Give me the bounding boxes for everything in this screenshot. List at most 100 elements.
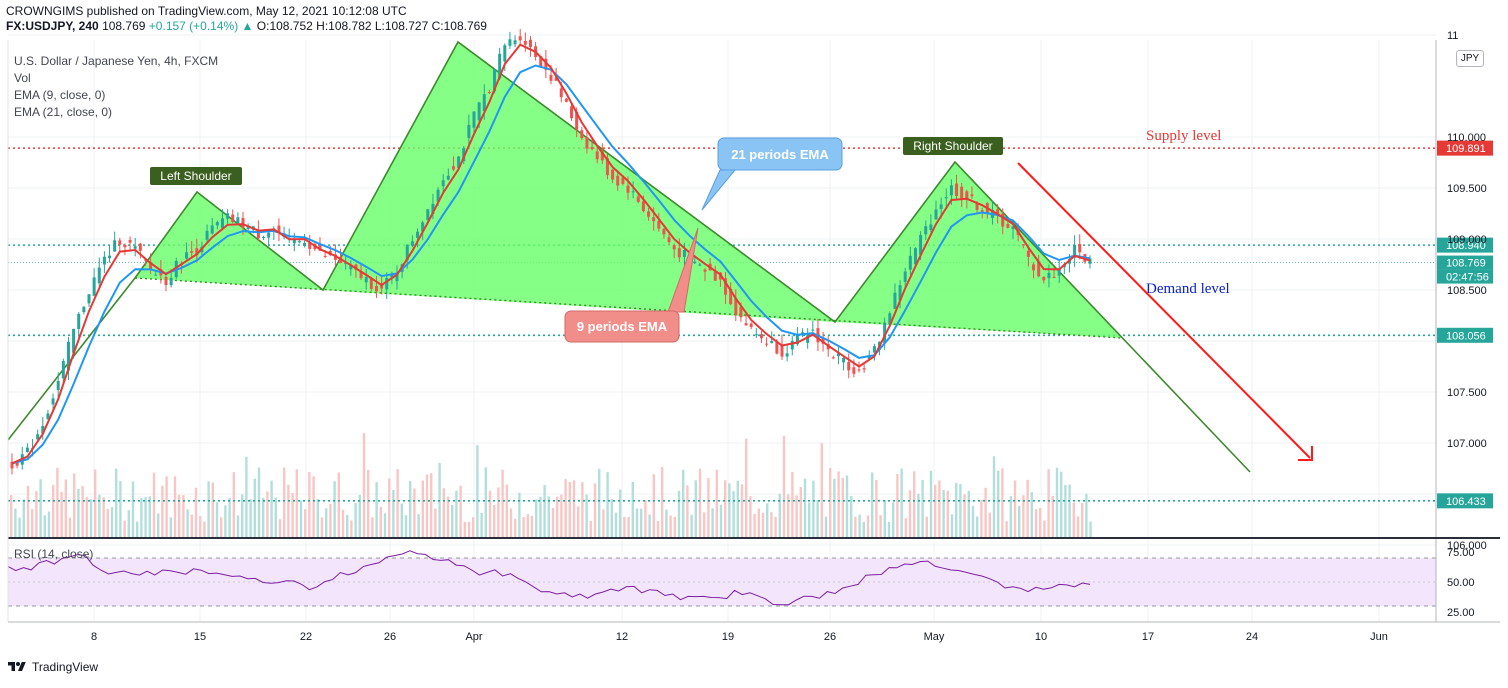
volume-bar (627, 517, 630, 537)
volume-bar (291, 492, 294, 537)
volume-bar (740, 484, 744, 537)
x-tick-label: Apr (465, 631, 482, 643)
volume-bar (854, 516, 857, 537)
volume-bar (203, 521, 206, 537)
price-tag (1437, 237, 1493, 253)
candle-body (739, 306, 743, 318)
rsi-y-tick-label: 75.00 (1447, 547, 1475, 559)
candle-body (729, 288, 733, 305)
volume-bar (257, 467, 261, 537)
volume-bar (295, 469, 298, 537)
candle-body (888, 313, 892, 325)
volume-bar (253, 478, 256, 537)
candle-body (426, 209, 430, 220)
candle-body (262, 237, 266, 239)
rsi-line (7, 550, 1091, 606)
candle-body (169, 277, 173, 286)
volume-bar (224, 505, 227, 537)
volume-bar (1055, 467, 1059, 537)
volume-bar (1081, 502, 1084, 537)
candle-body (190, 251, 194, 253)
volume-bar (392, 489, 395, 537)
demand-level-label: Demand level (1146, 281, 1230, 297)
volume-bar (711, 508, 714, 537)
volume-bar (77, 488, 80, 537)
volume-bar (522, 517, 525, 537)
volume-bar (451, 505, 454, 537)
volume-bar (736, 480, 739, 537)
x-tick-label: Jun (1370, 631, 1388, 643)
volume-bar (249, 499, 252, 537)
tradingview-logo-icon (8, 662, 26, 671)
volume-bar (73, 473, 76, 537)
candle-body (508, 39, 512, 46)
candle-body (703, 269, 707, 272)
volume-bar (379, 506, 382, 537)
y-tick-label: 110.000 (1447, 132, 1486, 144)
candle-body (395, 272, 399, 282)
symbol-label[interactable]: FX:USDJPY, 240 (6, 19, 99, 33)
volume-bar (425, 474, 429, 537)
candle-body (87, 294, 91, 304)
candle-body (482, 94, 486, 112)
volume-bar (43, 515, 46, 537)
candle-body (410, 241, 414, 246)
volume-bar (472, 517, 475, 537)
volume-bar (518, 492, 521, 537)
candle-body (236, 217, 240, 224)
volume-bar (136, 521, 139, 537)
volume-bar (1026, 479, 1029, 537)
volume-bar (161, 485, 164, 537)
candle-body (457, 156, 461, 168)
volume-bar (959, 483, 962, 537)
candle-body (149, 262, 153, 270)
price-tag (1437, 269, 1493, 284)
candle-body (872, 346, 876, 353)
volume-bar (119, 480, 122, 537)
volume-bar (661, 467, 664, 537)
volume-bar (182, 495, 185, 537)
volume-bar (946, 490, 949, 537)
candle-body (821, 337, 825, 344)
volume-bar (1039, 507, 1042, 537)
ema9-label[interactable]: EMA (9, close, 0) (14, 88, 106, 102)
volume-bar (719, 504, 723, 537)
candle-body (431, 203, 435, 214)
volume-bar (677, 490, 681, 537)
candle-body (631, 191, 635, 193)
volume-bar (396, 469, 399, 537)
volume-bar (652, 474, 655, 537)
candle-body (303, 242, 307, 247)
vol-label[interactable]: Vol (14, 71, 31, 85)
brand-label[interactable]: TradingView (32, 660, 99, 674)
volume-bar (879, 515, 882, 537)
candle-body (359, 271, 363, 279)
currency-badge[interactable]: JPY (1456, 50, 1484, 67)
volume-bar (761, 512, 765, 537)
supply-level-label: Supply level (1146, 128, 1221, 144)
right-shoulder-label: Right Shoulder (913, 139, 992, 153)
x-tick-label: 26 (384, 631, 396, 643)
candle-body (82, 306, 86, 313)
ema21-label[interactable]: EMA (21, close, 0) (14, 105, 113, 119)
volume-bar (165, 476, 168, 537)
volume-bar (623, 516, 626, 537)
volume-bar (308, 472, 311, 537)
candle-body (949, 185, 953, 196)
candle-body (462, 148, 466, 162)
volume-bar (39, 479, 42, 537)
candle-body (113, 240, 117, 252)
volume-bar (1051, 495, 1054, 537)
candle-body (626, 185, 630, 193)
volume-bar (942, 490, 945, 537)
volume-bar (631, 481, 634, 537)
volume-bar (976, 516, 979, 537)
volume-bar (60, 491, 63, 537)
volume-bar (430, 473, 433, 537)
candle-body (780, 344, 784, 357)
volume-bar (333, 481, 336, 537)
candle-body (215, 222, 219, 226)
volume-bar (610, 499, 613, 537)
volume-bar (787, 494, 790, 537)
volume-bar (446, 496, 450, 537)
